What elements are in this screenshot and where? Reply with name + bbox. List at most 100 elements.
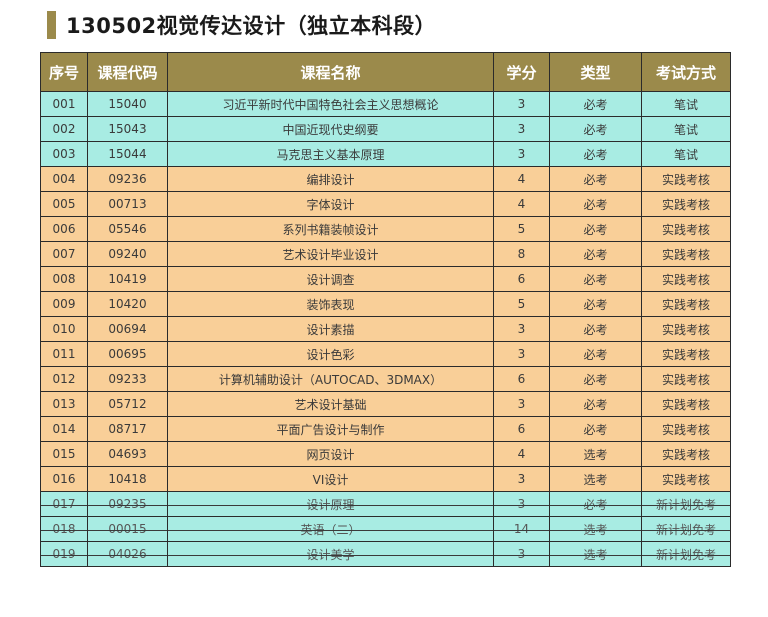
- course-no-cell: 007: [40, 241, 88, 267]
- course-no-cell: 006: [40, 216, 88, 242]
- table-row: 013 05712 艺术设计基础 3 必考 实践考核: [40, 391, 731, 417]
- column-header-type: 类型: [549, 52, 642, 92]
- course-code-cell: 09233: [87, 366, 168, 392]
- course-no-cell: 009: [40, 291, 88, 317]
- course-code-cell: 04693: [87, 441, 168, 467]
- course-exam-cell: 新计划免考: [641, 491, 731, 517]
- course-type-cell: 必考: [549, 491, 642, 517]
- course-code-cell: 15040: [87, 91, 168, 117]
- course-credit-cell: 3: [493, 466, 550, 492]
- course-exam-cell: 实践考核: [641, 291, 731, 317]
- course-credit-cell: 4: [493, 441, 550, 467]
- table-row: 001 15040 习近平新时代中国特色社会主义思想概论 3 必考 笔试: [40, 91, 731, 117]
- course-credit-cell: 5: [493, 291, 550, 317]
- course-name-cell: 马克思主义基本原理: [167, 141, 494, 167]
- course-exam-cell: 实践考核: [641, 166, 731, 192]
- course-exam-cell: 新计划免考: [641, 541, 731, 567]
- table-row: 011 00695 设计色彩 3 必考 实践考核: [40, 341, 731, 367]
- table-header: 序号 课程代码 课程名称 学分 类型 考试方式: [40, 52, 731, 92]
- course-code-cell: 15044: [87, 141, 168, 167]
- header-row: 序号 课程代码 课程名称 学分 类型 考试方式: [40, 52, 731, 92]
- course-type-cell: 必考: [549, 416, 642, 442]
- course-type-cell: 必考: [549, 91, 642, 117]
- course-code-cell: 00694: [87, 316, 168, 342]
- course-name-cell: 平面广告设计与制作: [167, 416, 494, 442]
- course-type-cell: 选考: [549, 466, 642, 492]
- course-name-cell: 艺术设计毕业设计: [167, 241, 494, 267]
- course-code-cell: 09235: [87, 491, 168, 517]
- table-row: 018 00015 英语（二） 14 选考 新计划免考: [40, 516, 731, 542]
- course-exam-cell: 实践考核: [641, 466, 731, 492]
- table-row: 016 10418 VI设计 3 选考 实践考核: [40, 466, 731, 492]
- course-name-cell: 设计原理: [167, 491, 494, 517]
- course-credit-cell: 14: [493, 516, 550, 542]
- course-type-cell: 必考: [549, 341, 642, 367]
- table-row: 009 10420 装饰表现 5 必考 实践考核: [40, 291, 731, 317]
- column-header-no: 序号: [40, 52, 88, 92]
- course-credit-cell: 4: [493, 166, 550, 192]
- course-credit-cell: 3: [493, 391, 550, 417]
- course-type-cell: 必考: [549, 391, 642, 417]
- course-exam-cell: 实践考核: [641, 216, 731, 242]
- course-code-cell: 00695: [87, 341, 168, 367]
- course-name-cell: 字体设计: [167, 191, 494, 217]
- course-name-cell: 网页设计: [167, 441, 494, 467]
- course-name-cell: VI设计: [167, 466, 494, 492]
- course-no-cell: 003: [40, 141, 88, 167]
- table-row: 004 09236 编排设计 4 必考 实践考核: [40, 166, 731, 192]
- course-name-cell: 艺术设计基础: [167, 391, 494, 417]
- column-header-code: 课程代码: [87, 52, 168, 92]
- course-exam-cell: 实践考核: [641, 441, 731, 467]
- course-name-cell: 计算机辅助设计（AUTOCAD、3DMAX）: [167, 366, 494, 392]
- course-credit-cell: 5: [493, 216, 550, 242]
- course-type-cell: 选考: [549, 441, 642, 467]
- course-credit-cell: 3: [493, 341, 550, 367]
- course-name-cell: 设计调查: [167, 266, 494, 292]
- course-code-cell: 05546: [87, 216, 168, 242]
- course-exam-cell: 新计划免考: [641, 516, 731, 542]
- course-type-cell: 必考: [549, 291, 642, 317]
- course-no-cell: 002: [40, 116, 88, 142]
- table-row: 017 09235 设计原理 3 必考 新计划免考: [40, 491, 731, 517]
- course-credit-cell: 6: [493, 266, 550, 292]
- course-no-cell: 001: [40, 91, 88, 117]
- course-code-cell: 09236: [87, 166, 168, 192]
- table-row: 012 09233 计算机辅助设计（AUTOCAD、3DMAX） 6 必考 实践考核: [40, 366, 731, 392]
- course-type-cell: 必考: [549, 141, 642, 167]
- course-no-cell: 004: [40, 166, 88, 192]
- course-credit-cell: 6: [493, 416, 550, 442]
- page-title: 130502视觉传达设计（独立本科段）: [47, 10, 436, 40]
- course-credit-cell: 3: [493, 316, 550, 342]
- course-no-cell: 016: [40, 466, 88, 492]
- course-exam-cell: 实践考核: [641, 341, 731, 367]
- course-credit-cell: 3: [493, 541, 550, 567]
- course-credit-cell: 3: [493, 141, 550, 167]
- course-credit-cell: 8: [493, 241, 550, 267]
- course-type-cell: 必考: [549, 366, 642, 392]
- course-type-cell: 必考: [549, 316, 642, 342]
- course-no-cell: 011: [40, 341, 88, 367]
- course-type-cell: 必考: [549, 166, 642, 192]
- course-code-cell: 00713: [87, 191, 168, 217]
- course-credit-cell: 4: [493, 191, 550, 217]
- course-exam-cell: 笔试: [641, 91, 731, 117]
- course-name-cell: 中国近现代史纲要: [167, 116, 494, 142]
- column-header-exam: 考试方式: [641, 52, 731, 92]
- course-name-cell: 设计素描: [167, 316, 494, 342]
- course-code-cell: 04026: [87, 541, 168, 567]
- course-type-cell: 选考: [549, 541, 642, 567]
- table-body: 001 15040 习近平新时代中国特色社会主义思想概论 3 必考 笔试 002 15043 中…: [40, 91, 731, 567]
- course-no-cell: 017: [40, 491, 88, 517]
- course-credit-cell: 6: [493, 366, 550, 392]
- course-no-cell: 012: [40, 366, 88, 392]
- course-no-cell: 008: [40, 266, 88, 292]
- course-code-cell: 00015: [87, 516, 168, 542]
- course-name-cell: 英语（二）: [167, 516, 494, 542]
- course-exam-cell: 实践考核: [641, 391, 731, 417]
- course-type-cell: 必考: [549, 216, 642, 242]
- column-header-name: 课程名称: [167, 52, 494, 92]
- course-table: 序号 课程代码 课程名称 学分 类型 考试方式 001 15040 习近平新时代中国…: [40, 52, 731, 567]
- course-name-cell: 装饰表现: [167, 291, 494, 317]
- course-type-cell: 必考: [549, 191, 642, 217]
- course-type-cell: 选考: [549, 516, 642, 542]
